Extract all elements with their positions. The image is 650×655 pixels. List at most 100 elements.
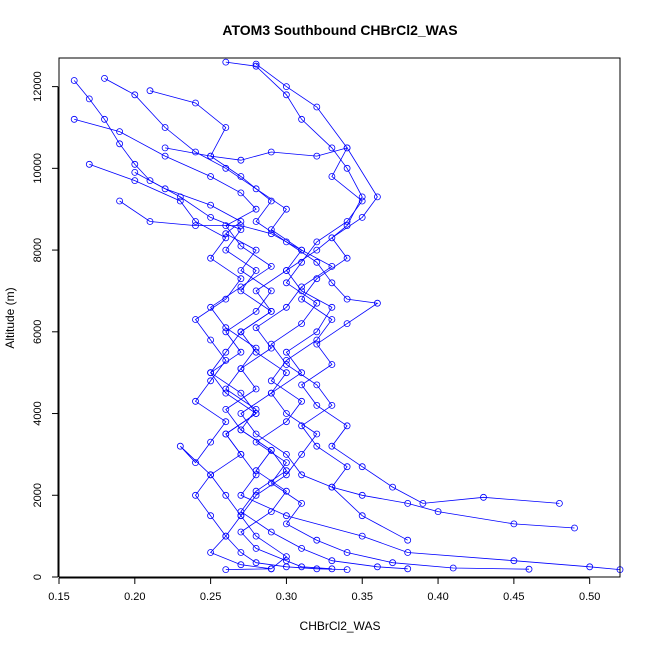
data-point — [358, 213, 366, 221]
data-point — [404, 499, 412, 507]
data-point — [313, 401, 321, 409]
data-point — [313, 442, 321, 450]
series-line — [119, 200, 333, 570]
data-point — [328, 565, 336, 573]
data-point — [358, 197, 366, 205]
data-point — [267, 528, 275, 536]
data-point — [192, 316, 199, 323]
y-tick-label: 4000 — [32, 401, 44, 425]
x-tick-label: 0.15 — [48, 591, 69, 603]
data-point — [358, 491, 366, 499]
data-point — [222, 295, 230, 303]
data-point — [192, 218, 199, 225]
x-tick-label: 0.40 — [427, 591, 448, 603]
data-point — [313, 430, 321, 438]
data-point — [192, 222, 199, 230]
data-point — [267, 508, 275, 516]
data-point — [237, 512, 245, 520]
x-tick-label: 0.20 — [124, 591, 145, 603]
data-point — [267, 148, 275, 156]
data-point — [252, 545, 260, 552]
data-point — [252, 559, 260, 567]
data-point — [252, 324, 260, 332]
data-point — [146, 218, 154, 225]
data-point — [358, 532, 366, 540]
data-point — [207, 438, 215, 446]
data-point — [252, 218, 260, 225]
data-point — [192, 148, 199, 156]
data-point — [282, 418, 290, 426]
data-point — [267, 287, 275, 295]
data-point — [343, 254, 351, 262]
data-point — [328, 316, 336, 323]
data-point — [176, 442, 184, 450]
data-point — [313, 152, 321, 160]
data-point — [282, 450, 290, 458]
data-point — [298, 320, 306, 328]
data-point — [282, 553, 290, 560]
series-line — [104, 78, 575, 529]
y-tick-label: 6000 — [32, 320, 44, 344]
data-point — [70, 77, 78, 84]
data-point — [207, 369, 215, 377]
data-point — [237, 365, 245, 373]
data-point — [282, 467, 290, 475]
data-point — [222, 418, 230, 426]
data-point — [237, 226, 245, 234]
data-point — [252, 307, 260, 315]
data-point — [161, 144, 169, 152]
data-point — [267, 389, 275, 397]
data-point — [313, 336, 321, 344]
data-point — [282, 205, 290, 213]
data-point — [267, 446, 275, 454]
data-point — [313, 536, 321, 544]
data-point — [298, 545, 306, 552]
data-point — [176, 197, 184, 205]
data-point — [252, 467, 260, 475]
data-point — [282, 487, 290, 495]
data-point — [328, 262, 336, 270]
data-point — [237, 426, 245, 434]
data-point — [237, 491, 245, 499]
data-point — [222, 348, 230, 356]
data-point — [343, 164, 351, 172]
data-point — [207, 254, 215, 262]
data-point — [343, 218, 351, 225]
data-point — [131, 168, 139, 176]
data-point — [207, 336, 215, 344]
data-point — [207, 201, 215, 209]
data-point — [358, 193, 366, 201]
series-line — [255, 63, 530, 570]
x-axis: 0.15 0.20 0.25 0.30 0.35 0.40 0.45 0.50 — [48, 577, 600, 603]
data-point — [222, 328, 230, 336]
y-tick-label: 8000 — [32, 238, 44, 262]
data-point — [222, 246, 230, 254]
data-point — [207, 512, 215, 520]
x-tick-label: 0.25 — [200, 591, 221, 603]
x-axis-label: CHBrCl2_WAS — [300, 619, 381, 633]
data-point — [161, 185, 169, 193]
data-point — [328, 557, 336, 565]
data-point — [267, 307, 275, 315]
data-point — [298, 246, 306, 254]
data-point — [237, 156, 245, 164]
data-point — [237, 450, 245, 458]
data-point — [298, 295, 306, 303]
data-point — [237, 410, 245, 417]
data-point — [85, 160, 93, 168]
data-point — [237, 561, 245, 569]
data-point — [343, 422, 351, 430]
data-point — [252, 344, 260, 352]
data-point — [404, 565, 412, 573]
data-point — [222, 430, 230, 438]
data-point — [282, 348, 290, 356]
data-point — [556, 499, 563, 507]
data-point — [343, 549, 351, 556]
data-point — [328, 173, 336, 180]
data-point — [313, 258, 321, 266]
data-point — [237, 389, 245, 397]
data-point — [328, 442, 336, 450]
data-point — [282, 83, 290, 90]
data-point — [404, 549, 412, 556]
